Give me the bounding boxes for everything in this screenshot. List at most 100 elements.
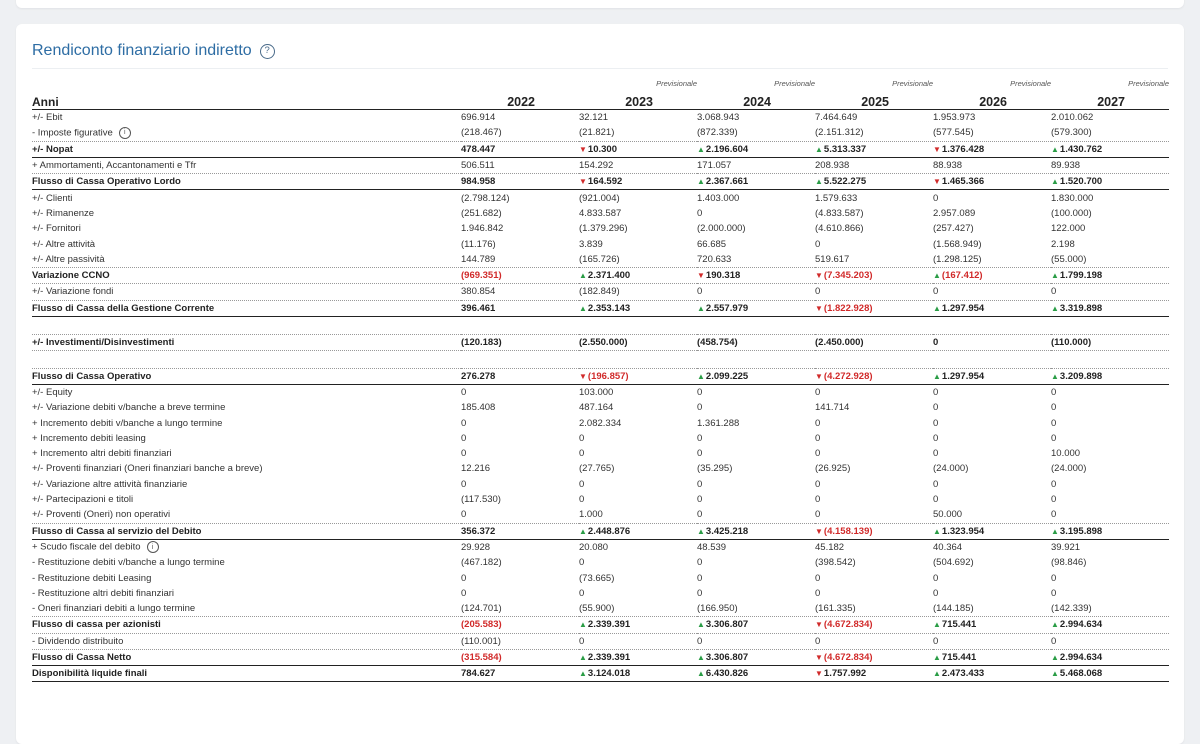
table-row: +/- Equity 0 103.000 0 0 0 0 — [32, 384, 1169, 400]
value-number: 2.339.391 — [587, 652, 631, 664]
value-number: 3.068.943 — [697, 112, 740, 124]
row-label-text: Flusso di Cassa della Gestione Corrente — [32, 302, 215, 314]
cell-value: 0 — [461, 586, 579, 601]
cell-value: 144.789 — [461, 252, 579, 268]
cell-value: 0 — [461, 507, 579, 523]
cell-value: 5.522.275 — [815, 174, 933, 190]
row-label: Flusso di Cassa Operativo Lordo — [32, 174, 461, 190]
trend-up-value: 3.124.018 — [579, 668, 630, 679]
row-label: +/- Clienti — [32, 190, 461, 206]
value-number: (872.339) — [697, 127, 738, 139]
cell-value: 0 — [697, 206, 815, 221]
value-text: (166.950) — [697, 603, 738, 614]
row-label: - Restituzione debiti v/banche a lungo t… — [32, 555, 461, 570]
value-number: 1.520.700 — [1059, 176, 1103, 188]
value-text: 356.372 — [461, 526, 495, 537]
value-number: 1.403.000 — [697, 192, 740, 204]
value-number: 0 — [815, 509, 821, 521]
value-number: 1.430.762 — [1059, 143, 1103, 155]
cell-value: 0 — [697, 384, 815, 400]
value-number: 0 — [697, 432, 703, 444]
value-text: 519.617 — [815, 254, 849, 265]
info-icon[interactable]: i — [118, 126, 131, 139]
value-number: (467.182) — [461, 557, 502, 569]
value-number: 0 — [815, 238, 821, 250]
value-number: 0 — [933, 635, 939, 647]
value-number: 0 — [815, 494, 821, 506]
info-icon[interactable]: i — [146, 541, 159, 554]
cell-value: (1.822.928) — [815, 300, 933, 316]
table-total-row: Disponibilità liquide finali 784.627 3.124… — [32, 666, 1169, 682]
cell-value: 45.182 — [815, 539, 933, 555]
cell-value: (4.833.587) — [815, 206, 933, 221]
row-label: + Scudo fiscale del debito i — [32, 539, 461, 555]
row-label-text: +/- Clienti — [32, 192, 73, 204]
cell-value: 3.209.898 — [1051, 368, 1169, 384]
value-number: 0 — [461, 587, 467, 599]
row-label-text: +/- Equity — [32, 386, 73, 398]
forecast-label: Previsionale — [774, 78, 815, 88]
value-number: 50.000 — [933, 509, 963, 521]
value-text: 0 — [1051, 636, 1056, 647]
value-text: 0 — [933, 402, 938, 413]
value-number: 208.938 — [815, 160, 850, 172]
cell-value: 6.430.826 — [697, 666, 815, 682]
trend-up-value: 2.196.604 — [697, 144, 748, 155]
value-text: 1.000 — [579, 509, 603, 520]
row-label: + Incremento altri debiti finanziari — [32, 446, 461, 461]
value-text: 39.921 — [1051, 542, 1080, 553]
value-number: 0 — [933, 432, 939, 444]
cell-value: 0 — [579, 633, 697, 649]
cell-value: 0 — [697, 446, 815, 461]
help-icon[interactable]: ? — [259, 43, 275, 59]
table-row: - Oneri finanziari debiti a lungo termin… — [32, 601, 1169, 617]
trend-down-value: 1.465.366 — [933, 176, 984, 187]
value-text: (124.701) — [461, 603, 502, 614]
table-row: +/- Altre passività 144.789 (165.726) 720.6… — [32, 252, 1169, 268]
value-text: (24.000) — [933, 463, 968, 474]
forecast-label: Previsionale — [892, 78, 933, 88]
previous-card — [16, 0, 1184, 8]
cell-value: 1.465.366 — [933, 174, 1051, 190]
value-number: (4.158.139) — [823, 525, 873, 537]
forecast-label: Previsionale — [1010, 78, 1051, 88]
cell-value: 1.430.762 — [1051, 141, 1169, 157]
value-text: (1.568.949) — [933, 239, 982, 250]
cell-value: 276.278 — [461, 368, 579, 384]
cell-value: 696.914 — [461, 110, 579, 126]
cell-value: (969.351) — [461, 267, 579, 283]
value-text: 0 — [933, 193, 938, 204]
value-number: 2.473.433 — [941, 668, 985, 680]
row-label-text: + Incremento altri debiti finanziari — [32, 448, 172, 460]
value-text: (921.004) — [579, 193, 620, 204]
value-number: (2.000.000) — [697, 223, 746, 235]
value-number: 0 — [933, 494, 939, 506]
row-label-text: - Imposte figurative — [32, 127, 113, 139]
cell-value: 0 — [579, 431, 697, 446]
value-number: 0 — [815, 448, 821, 460]
value-number: 0 — [461, 572, 467, 584]
years-header-row: Anni 2022 2023 2024 2025 2026 2027 — [32, 89, 1169, 110]
cell-value: 0 — [815, 415, 933, 430]
value-text: (1.298.125) — [933, 254, 982, 265]
value-number: 0 — [697, 286, 703, 298]
row-label: - Restituzione altri debiti finanziari — [32, 586, 461, 601]
value-text: 0 — [697, 433, 702, 444]
cell-value: 0 — [815, 284, 933, 300]
cell-value: 0 — [1051, 384, 1169, 400]
value-number: 3.209.898 — [1059, 370, 1103, 382]
cell-value: (167.412) — [933, 267, 1051, 283]
value-text: 1.403.000 — [697, 193, 739, 204]
cell-value: 396.461 — [461, 300, 579, 316]
row-label-text: - Restituzione debiti v/banche a lungo t… — [32, 557, 225, 569]
table-row: +/- Partecipazioni e titoli (117.530) 0 0 0 0… — [32, 492, 1169, 507]
value-text: (4.833.587) — [815, 208, 864, 219]
value-text: 122.000 — [1051, 223, 1085, 234]
cell-value: 0 — [1051, 570, 1169, 585]
trend-down-value: (1.822.928) — [815, 303, 873, 314]
value-number: 185.408 — [461, 402, 496, 414]
value-text: 48.539 — [697, 542, 726, 553]
value-text: (577.545) — [933, 127, 974, 138]
year-header: 2026 — [979, 95, 1007, 109]
years-header-label: Anni — [32, 95, 59, 109]
